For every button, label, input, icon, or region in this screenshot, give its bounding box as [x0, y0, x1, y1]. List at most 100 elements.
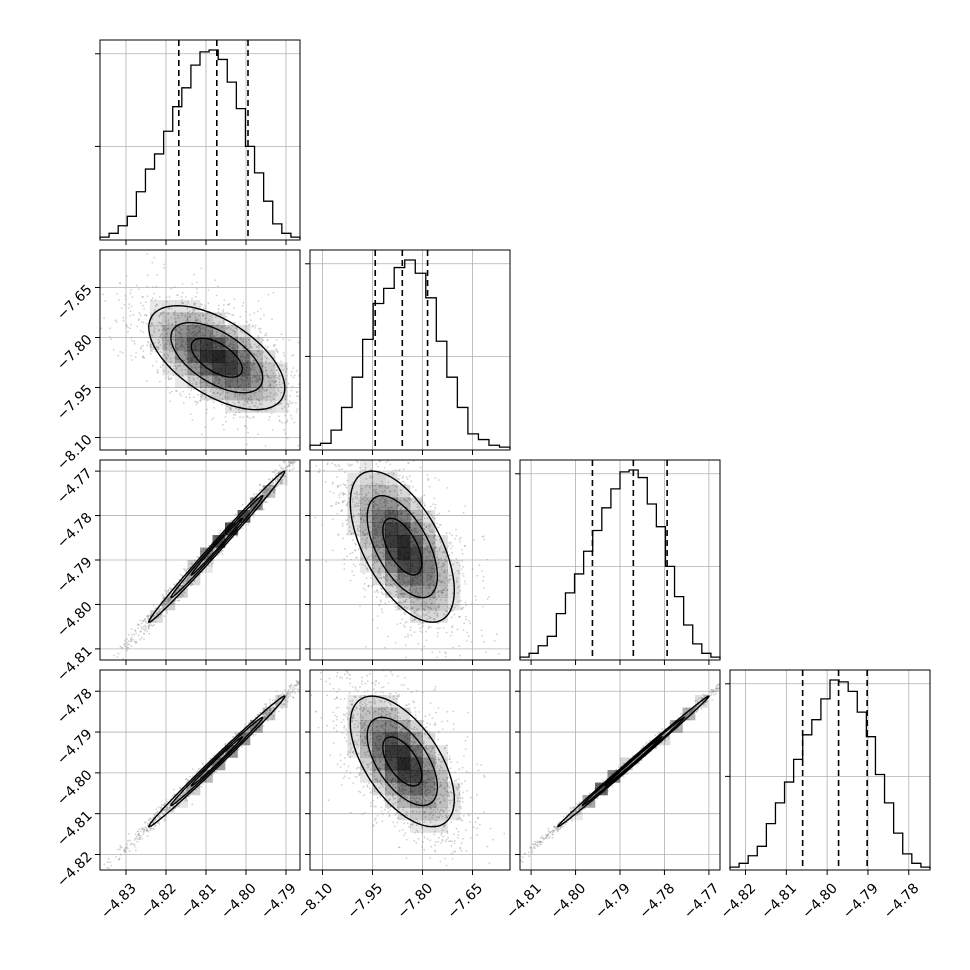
sample-point [254, 375, 257, 378]
sample-point [395, 590, 398, 593]
sample-point [383, 501, 385, 504]
sample-point [267, 487, 269, 490]
sample-point [384, 646, 386, 649]
sample-point [411, 606, 414, 609]
sample-point [151, 317, 154, 320]
sample-point [130, 645, 133, 648]
sample-point [195, 403, 198, 406]
sample-point [381, 611, 384, 614]
sample-point [379, 460, 382, 463]
sample-point [338, 496, 341, 499]
density-cell [175, 375, 188, 388]
sample-point [273, 491, 276, 494]
sample-point [404, 626, 406, 628]
sample-point [127, 643, 130, 646]
sample-point [263, 492, 266, 494]
sample-point [266, 338, 269, 341]
sample-point [255, 402, 257, 404]
sample-point [284, 421, 286, 424]
sample-point [139, 630, 141, 633]
sample-point [281, 478, 284, 481]
sample-point [181, 345, 184, 348]
sample-point [225, 348, 228, 350]
sample-point [478, 564, 481, 567]
sample-point [146, 322, 149, 325]
sample-point [364, 514, 366, 517]
sample-point [211, 551, 214, 554]
sample-point [200, 267, 203, 270]
sample-point [390, 500, 393, 503]
density-cell [250, 400, 263, 413]
sample-point [159, 608, 162, 611]
sample-point [386, 579, 388, 582]
sample-point [195, 318, 198, 321]
sample-point [251, 398, 253, 401]
sample-point [283, 405, 286, 408]
sample-point [482, 535, 485, 538]
sample-point [256, 375, 259, 377]
sample-point [429, 607, 432, 610]
sample-point [188, 386, 191, 389]
sample-point [175, 323, 177, 326]
sample-point [420, 587, 423, 590]
sample-point [421, 495, 423, 498]
sample-point [177, 314, 179, 317]
sample-point [386, 635, 389, 638]
sample-point [362, 531, 364, 533]
sample-point [227, 303, 229, 306]
sample-point [436, 556, 438, 558]
sample-point [282, 352, 285, 354]
sample-point [180, 343, 183, 346]
sample-point [292, 460, 295, 462]
sample-point [195, 288, 198, 290]
sample-point [364, 514, 367, 517]
sample-point [251, 368, 254, 371]
sample-point [474, 595, 477, 598]
sample-point [164, 603, 167, 606]
sample-point [288, 463, 291, 465]
sample-point [388, 506, 391, 509]
sample-point [363, 533, 366, 535]
sample-point [150, 322, 153, 325]
sample-point [382, 555, 385, 557]
sample-point [422, 537, 425, 540]
sample-point [202, 314, 205, 316]
sample-point [404, 585, 407, 588]
sample-point [205, 325, 208, 328]
sample-point [267, 491, 269, 494]
sample-point [264, 489, 267, 491]
sample-point [297, 395, 300, 398]
sample-point [427, 606, 429, 609]
sample-point [176, 343, 178, 345]
sample-point [370, 531, 373, 533]
sample-point [200, 395, 203, 398]
sample-point [262, 501, 265, 504]
sample-point [437, 615, 439, 617]
sample-point [437, 622, 440, 625]
sample-point [125, 324, 128, 326]
sample-point [436, 550, 439, 553]
sample-point [275, 376, 277, 379]
sample-point [179, 595, 181, 598]
sample-point [140, 346, 143, 349]
sample-point [364, 539, 367, 541]
sample-point [269, 486, 271, 488]
sample-point [157, 321, 160, 324]
sample-point [326, 463, 329, 466]
sample-point [134, 629, 136, 632]
sample-point [369, 469, 372, 471]
sample-point [426, 618, 429, 620]
sample-point [373, 567, 375, 570]
sample-point [379, 574, 381, 576]
sample-point [226, 312, 229, 315]
sample-point [257, 499, 260, 502]
sample-point [448, 542, 450, 544]
sample-point [181, 338, 184, 341]
sample-point [373, 559, 376, 562]
sample-point [226, 326, 229, 329]
sample-point [242, 402, 245, 405]
sample-point [364, 546, 367, 549]
sample-point [208, 554, 210, 557]
sample-point [125, 324, 128, 327]
sample-point [429, 550, 431, 553]
